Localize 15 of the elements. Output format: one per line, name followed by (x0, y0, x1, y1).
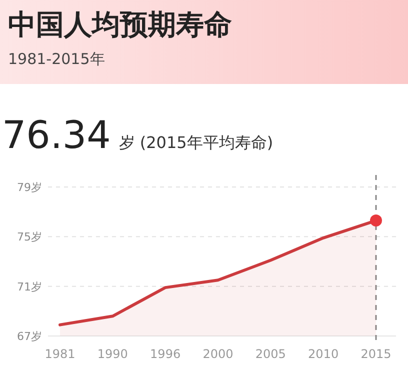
x-tick-label: 1990 (97, 347, 128, 361)
y-tick-label: 75岁 (17, 230, 42, 244)
x-tick-label: 2000 (202, 347, 234, 361)
x-tick-label: 1981 (44, 347, 76, 361)
text: 76.34 (2, 113, 111, 157)
x-tick-label: 2015 (360, 347, 392, 361)
x-tick-label: 1996 (150, 347, 181, 361)
chart-title: 中国人均预期寿命 (8, 8, 232, 41)
y-tick-label: 71岁 (17, 280, 42, 294)
y-tick-label: 79岁 (17, 181, 42, 194)
chart-subtitle: 1981-2015年 (8, 50, 105, 68)
y-tick-label: 67岁 (17, 330, 42, 343)
x-tick-label: 2005 (255, 347, 286, 361)
x-tick-label: 2010 (308, 347, 339, 361)
text: 岁 (2015年平均寿命) (118, 133, 274, 152)
